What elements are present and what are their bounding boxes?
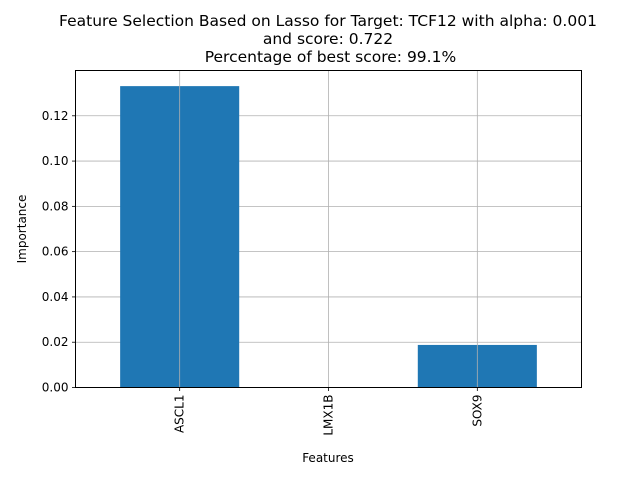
y-tick-label: 0.02 <box>42 335 69 349</box>
y-axis-ticks: 0.00 0.02 0.04 0.06 0.08 0.10 0.12 <box>42 109 76 395</box>
y-tick-label: 0.12 <box>42 109 69 123</box>
x-tick-label: ASCL1 <box>173 395 187 434</box>
title-line-1: Feature Selection Based on Lasso for Tar… <box>59 12 597 30</box>
chart-title: Feature Selection Based on Lasso for Tar… <box>59 12 597 66</box>
y-tick-label: 0.00 <box>42 381 69 395</box>
title-line-2: and score: 0.722 <box>263 30 393 48</box>
x-axis-ticks: ASCL1 LMX1B SOX9 <box>173 387 484 436</box>
x-tick-label: LMX1B <box>322 395 336 436</box>
x-axis-label: Features <box>302 451 354 465</box>
y-tick-label: 0.06 <box>42 245 69 259</box>
x-tick-label: SOX9 <box>470 395 484 427</box>
y-tick-label: 0.10 <box>42 154 69 168</box>
y-tick-label: 0.04 <box>42 290 69 304</box>
title-line-3: Percentage of best score: 99.1% <box>200 48 456 66</box>
y-tick-label: 0.08 <box>42 199 69 213</box>
y-axis-label: Importance <box>15 195 29 264</box>
x-grid-lines <box>179 70 478 388</box>
